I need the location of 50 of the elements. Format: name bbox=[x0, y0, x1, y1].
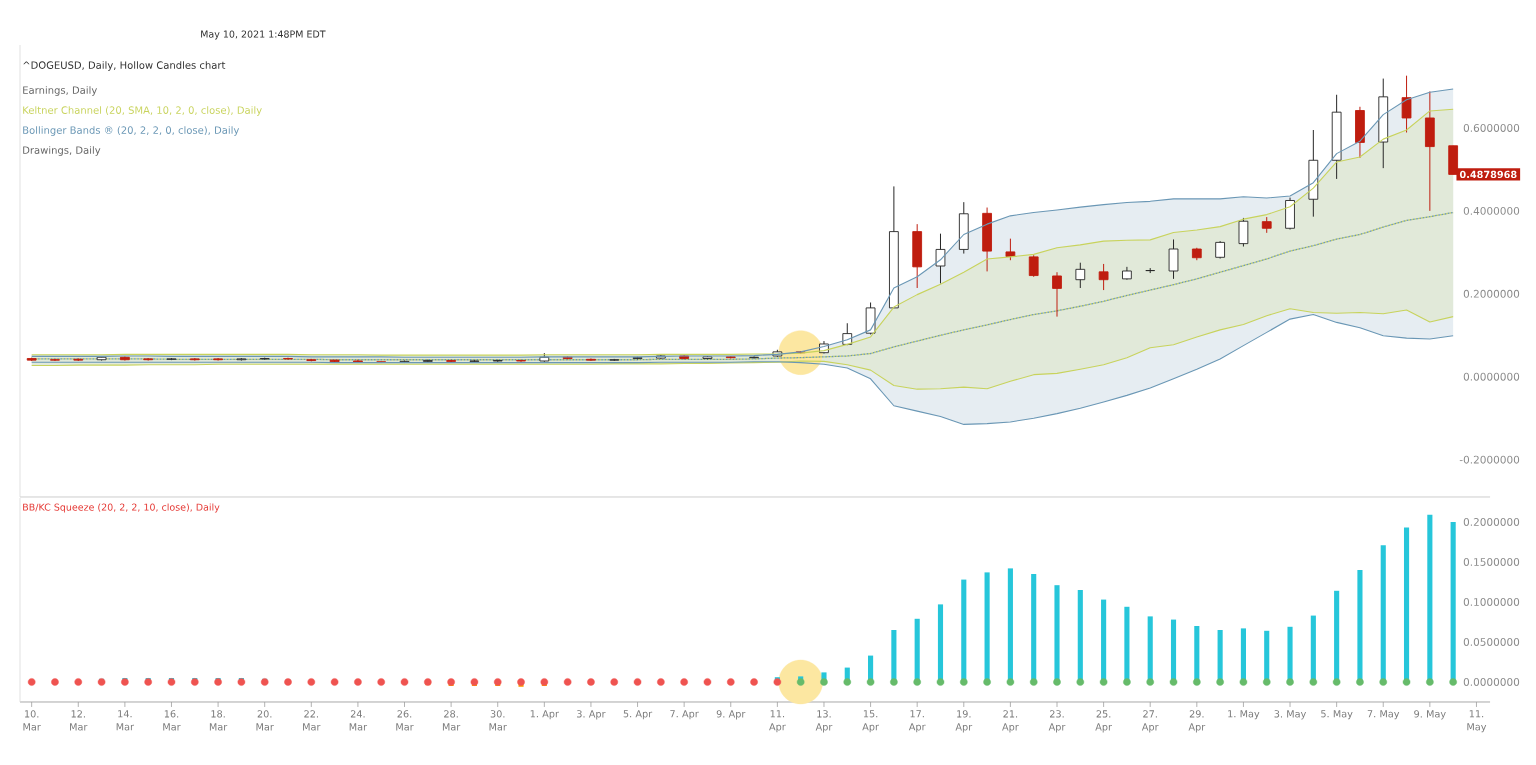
y-tick-label: 0.6000000 bbox=[1463, 123, 1520, 132]
text: Bollinger Bands ® (20, 2, 2, 0, close), Daily bbox=[23, 126, 240, 136]
x-tick-label: 13. Apr bbox=[815, 710, 833, 733]
annotation: Drawings, Daily bbox=[23, 146, 101, 156]
x-tick-label: 12. Mar bbox=[70, 710, 88, 731]
x-tick-label: 17. Apr bbox=[908, 710, 926, 733]
y-tick-label: 0.0000000 bbox=[1463, 678, 1520, 686]
y-tick-label: 0.0500000 bbox=[1463, 638, 1520, 646]
x-tick-label: 1. Apr bbox=[530, 710, 559, 720]
y-tick-label: 0.0000000 bbox=[1463, 372, 1520, 381]
y-tick-label: 0.2000000 bbox=[1463, 518, 1520, 526]
x-tick-label: 23. Apr bbox=[1048, 710, 1066, 733]
x-tick-label: 29. Apr bbox=[1188, 710, 1206, 733]
x-tick-label: 7. May bbox=[1367, 710, 1400, 720]
x-tick-label: 20. Mar bbox=[256, 710, 274, 731]
x-tick-label: 14. Mar bbox=[116, 710, 135, 731]
y-tick-label: -0.2000000 bbox=[1459, 455, 1520, 464]
x-tick-label: 10. Mar bbox=[23, 710, 41, 731]
x-tick-label: 24. Mar bbox=[349, 710, 368, 731]
x-tick-label: 26. Mar bbox=[396, 710, 414, 731]
x-tick-label: 16. Mar bbox=[163, 710, 181, 731]
x-tick-label: 22. Mar bbox=[303, 710, 321, 731]
x-tick-label: 5. Apr bbox=[623, 710, 653, 720]
x-tick-label: 30. Mar bbox=[489, 710, 507, 731]
x-tick-label: 21. Apr bbox=[1002, 710, 1019, 733]
y-tick-label: 0.2000000 bbox=[1463, 289, 1520, 298]
x-tick-label: 9. May bbox=[1414, 710, 1446, 720]
text: ^DOGEUSD, Daily, Hollow Candles chart bbox=[23, 61, 226, 71]
text: BB/KC Squeeze (20, 2, 2, 10, close), Daily bbox=[23, 503, 220, 513]
text: Keltner Channel (20, SMA, 10, 2, 0, close), Daily bbox=[23, 106, 262, 116]
annotation: Earnings, Daily bbox=[23, 86, 97, 96]
x-tick-label: 11. May bbox=[1467, 710, 1487, 733]
x-tick-label: 3. Apr bbox=[577, 710, 606, 720]
x-tick-label: 3. May bbox=[1274, 710, 1307, 720]
x-tick-label: 25. Apr bbox=[1095, 710, 1112, 733]
x-tick-label: 1. May bbox=[1228, 710, 1260, 720]
annotation: 0.4878968 bbox=[1459, 170, 1517, 179]
x-tick-label: 7. Apr bbox=[670, 710, 699, 720]
x-tick-label: 18. Mar bbox=[209, 710, 228, 731]
chart-subtitle: May 10, 2021 1:48PM EDT bbox=[201, 30, 326, 40]
y-tick-label: 0.1500000 bbox=[1463, 558, 1520, 566]
x-tick-label: 15. Apr bbox=[862, 710, 879, 733]
y-tick-label: 0.4000000 bbox=[1463, 206, 1520, 215]
x-tick-label: 11. Apr bbox=[769, 710, 786, 733]
y-tick-label: 0.1000000 bbox=[1463, 598, 1520, 606]
x-tick-label: 28. Mar bbox=[442, 710, 461, 731]
x-tick-label: 27. Apr bbox=[1141, 710, 1159, 733]
x-tick-label: 19. Apr bbox=[955, 710, 973, 733]
x-tick-label: 5. May bbox=[1321, 710, 1353, 720]
x-tick-label: 9. Apr bbox=[716, 710, 746, 720]
